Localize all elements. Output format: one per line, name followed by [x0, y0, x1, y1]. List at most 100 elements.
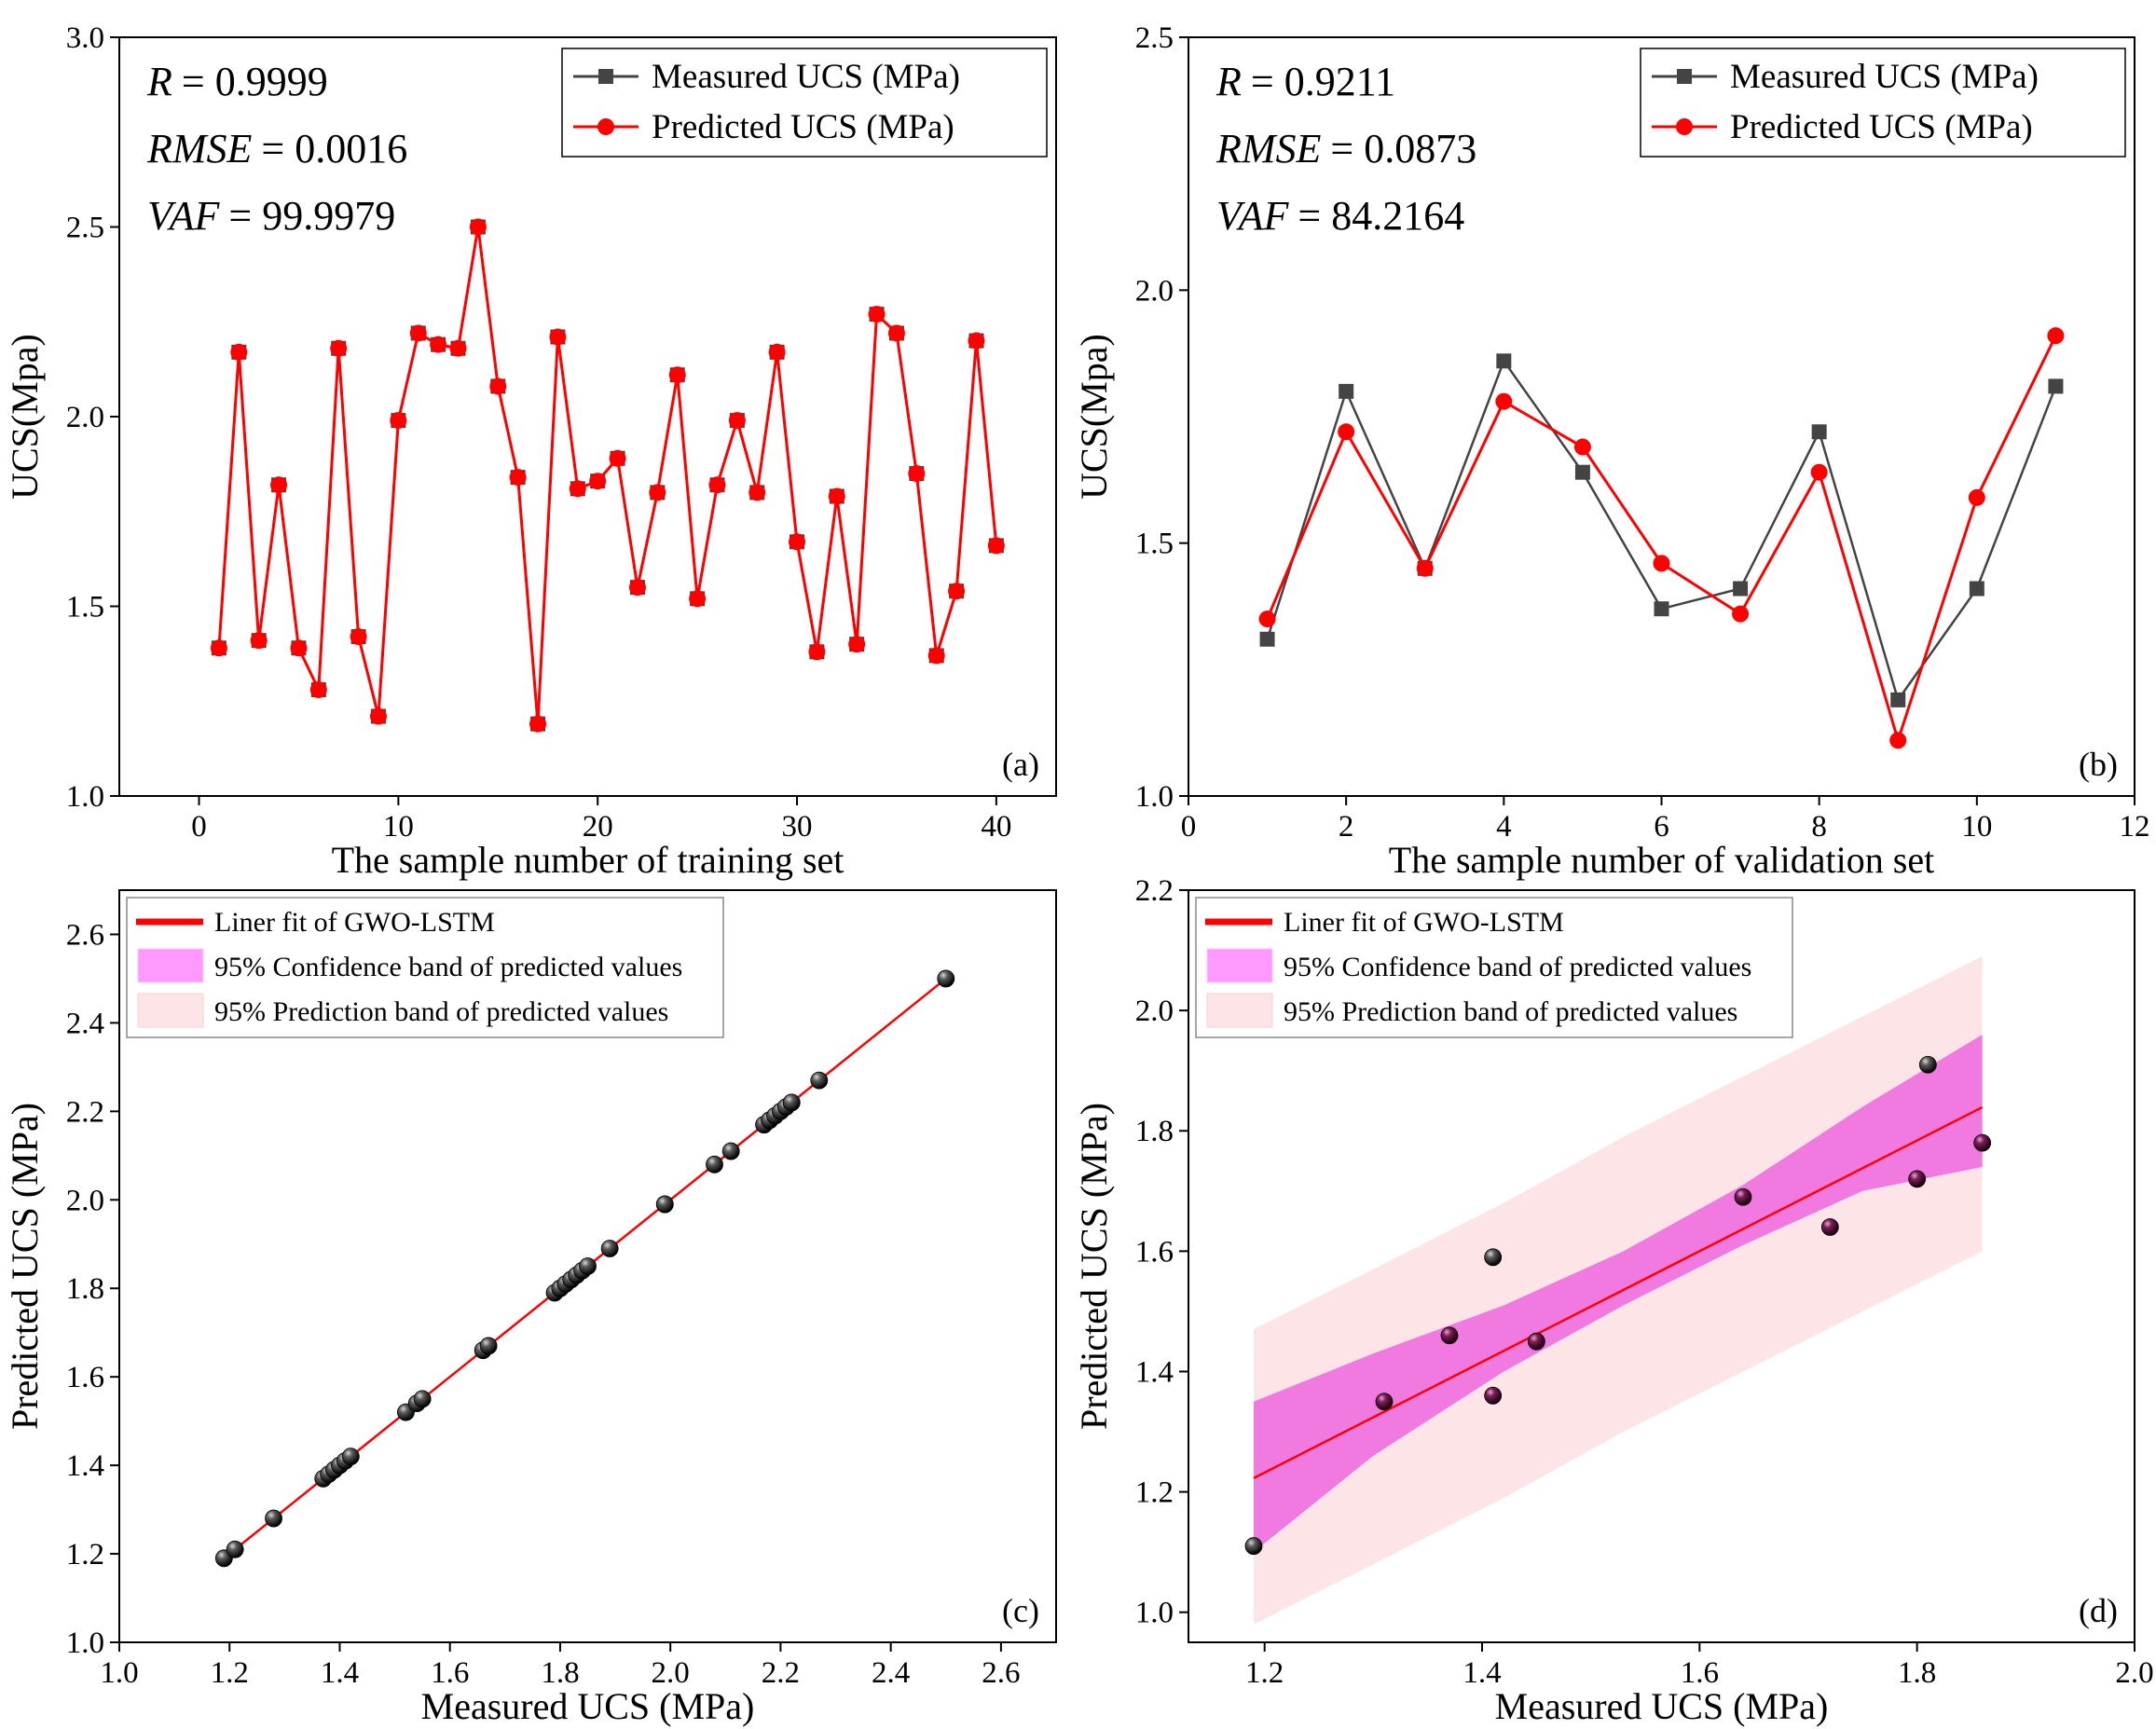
data-point [721, 1142, 740, 1160]
x-tick-label: 2.4 [872, 1656, 910, 1690]
legend-box [1640, 48, 2126, 158]
stat-name: R [1215, 59, 1242, 104]
legend-entry: Measured UCS (MPa) [652, 58, 960, 96]
data-point [782, 1093, 801, 1112]
predicted-point [908, 465, 926, 483]
x-tick-label: 30 [782, 810, 813, 844]
legend-entry-confidence: 95% Confidence band of predicted values [214, 952, 682, 982]
data-point [937, 969, 955, 988]
y-tick-label: 3.0 [66, 21, 104, 55]
legend-prediction-swatch [1206, 993, 1273, 1028]
y-tick-label: 1.2 [1135, 1476, 1174, 1510]
y-tick-label: 2.2 [1135, 874, 1174, 908]
predicted-point [1416, 559, 1434, 577]
predicted-point [868, 306, 886, 323]
measured-point [1811, 424, 1827, 440]
y-tick-label: 1.8 [66, 1272, 104, 1306]
data-point [1918, 1055, 1937, 1074]
measured-point [1733, 581, 1749, 597]
stat-name: RMSE [146, 126, 253, 172]
stat-name: RMSE [1215, 126, 1322, 172]
y-axis-label: Predicted UCS (MPa) [1073, 1103, 1115, 1430]
measured-point [1259, 631, 1275, 647]
predicted-point [210, 639, 227, 657]
stat-value: = 99.9979 [228, 193, 395, 239]
y-tick-label: 1.0 [66, 780, 104, 814]
x-tick-label: 0 [1181, 810, 1197, 844]
predicted-point [668, 366, 686, 384]
panel-tag: (b) [2079, 746, 2118, 783]
y-tick-label: 2.0 [1135, 274, 1174, 308]
measured-point [2048, 378, 2064, 394]
y-tick-label: 1.4 [1135, 1355, 1174, 1389]
predicted-point [927, 647, 945, 665]
legend-marker [1676, 118, 1693, 135]
series-line-predicted [217, 226, 998, 724]
stat-name: VAF [147, 193, 220, 239]
data-point [1973, 1133, 1992, 1152]
data-point [1484, 1386, 1503, 1405]
predicted-point [409, 324, 427, 342]
predicted-point [808, 643, 826, 661]
predicted-point [489, 377, 507, 395]
y-axis-label: Predicted UCS (MPa) [4, 1103, 46, 1430]
legend-box [561, 48, 1048, 158]
predicted-point [1889, 732, 1907, 749]
y-tick-label: 1.6 [1135, 1235, 1174, 1269]
predicted-point [1338, 423, 1355, 441]
predicted-point [1258, 611, 1276, 628]
legend-confidence-swatch [137, 948, 204, 983]
series-line-measured [217, 226, 998, 724]
measured-point [1496, 353, 1512, 369]
data-point [265, 1509, 282, 1528]
data-point [1440, 1326, 1459, 1345]
data-point [226, 1540, 244, 1558]
predicted-point [2047, 327, 2065, 345]
legend-box [1195, 897, 1793, 1038]
predicted-point [728, 412, 746, 430]
predicted-point [828, 487, 845, 505]
x-tick-label: 1.8 [541, 1656, 579, 1690]
x-tick-label: 2.0 [652, 1656, 690, 1690]
legend-entry: Predicted UCS (MPa) [652, 108, 954, 146]
predicted-point [848, 636, 866, 653]
y-tick-label: 1.6 [66, 1361, 104, 1394]
stat-value: = 0.9211 [1251, 59, 1395, 104]
data-point [479, 1337, 498, 1355]
x-tick-label: 1.2 [1245, 1656, 1284, 1690]
predicted-point [1968, 488, 1985, 506]
stat-r: R = 0.9999 [146, 59, 328, 104]
y-tick-label: 1.5 [66, 591, 104, 624]
y-tick-label: 2.0 [66, 401, 104, 434]
y-tick-label: 1.0 [1135, 780, 1174, 814]
data-point [706, 1155, 723, 1173]
data-point [413, 1390, 432, 1408]
y-tick-label: 2.5 [1135, 21, 1174, 55]
panel-c-chart: 1.0 1.2 1.4 1.6 1.8 2.0 2.2 2.4 2.6 1.0 1.2 1.4 1.6 1… [4, 889, 1057, 1727]
x-axis-label: The sample number of validation set [1389, 839, 1934, 881]
panel-tag: (d) [2079, 1592, 2118, 1629]
plot-frame [118, 889, 1057, 1643]
predicted-point [987, 537, 1005, 555]
y-axis-label: UCS(Mpa) [1073, 334, 1115, 500]
x-axis-label: Measured UCS (MPa) [421, 1685, 755, 1727]
predicted-point [270, 476, 288, 494]
stat-name: R [146, 59, 172, 104]
predicted-point [1495, 392, 1513, 410]
x-tick-label: 2 [1339, 810, 1354, 844]
data-point [600, 1240, 619, 1257]
y-tick-label: 2.0 [66, 1184, 104, 1217]
x-tick-label: 10 [383, 810, 414, 844]
x-tick-label: 1.4 [1463, 1656, 1501, 1690]
panel-tag: (c) [1002, 1592, 1039, 1629]
x-tick-label: 1.0 [100, 1656, 138, 1690]
legend-marker [598, 69, 613, 84]
stat-value: = 0.0873 [1330, 126, 1476, 172]
x-tick-label: 12 [2120, 810, 2150, 844]
x-tick-label: 1.6 [431, 1656, 469, 1690]
measured-point [1654, 601, 1669, 617]
predicted-point [689, 590, 707, 608]
data-point [1484, 1248, 1503, 1267]
x-tick-label: 0 [191, 810, 207, 844]
